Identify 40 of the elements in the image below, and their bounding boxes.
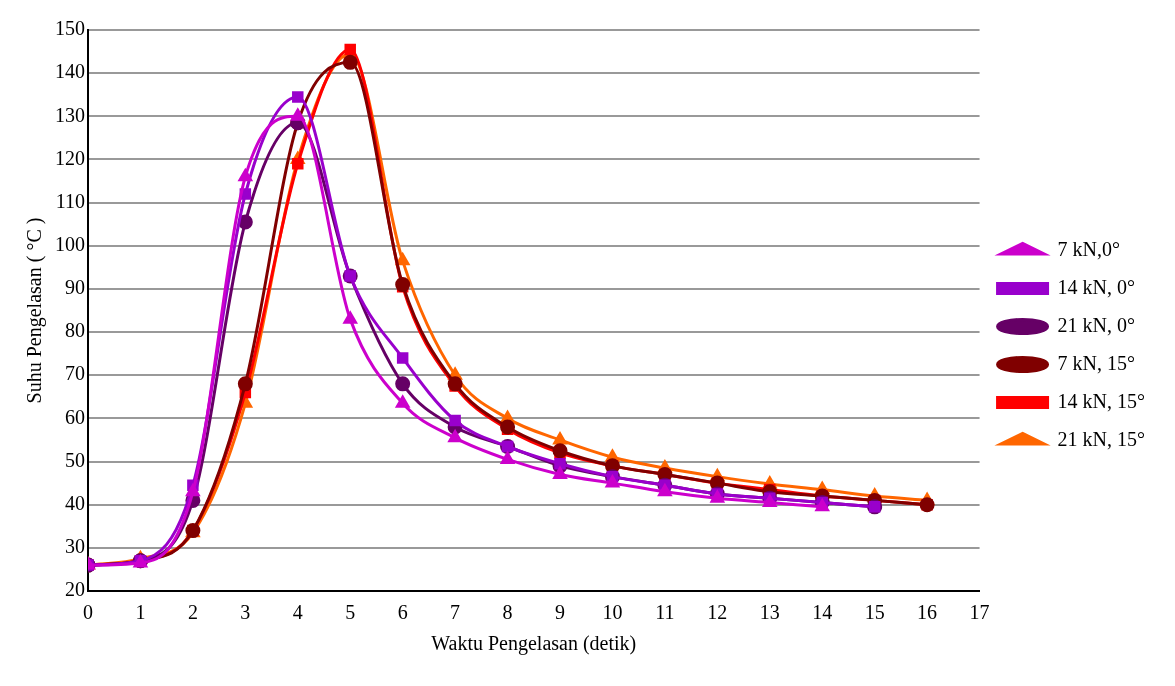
- y-tick-label: 20: [65, 578, 85, 601]
- y-tick-label: 80: [65, 319, 85, 342]
- y-tick-label: 90: [65, 276, 85, 299]
- x-tick-label: 8: [502, 601, 513, 624]
- x-tick-label: 10: [602, 601, 623, 624]
- y-tick-label: 50: [65, 448, 85, 471]
- x-tick-label: 15: [864, 601, 885, 624]
- y-tick-label: 140: [55, 60, 85, 83]
- y-tick-label: 130: [55, 103, 85, 126]
- y-tick-label: 110: [55, 189, 85, 212]
- legend-label: 21 kN, 15°: [1057, 427, 1146, 450]
- y-tick-label: 100: [55, 233, 85, 256]
- x-tick-label: 13: [759, 601, 780, 624]
- x-axis-title: Waktu Pengelasan (detik): [431, 632, 637, 656]
- x-tick-label: 2: [187, 601, 198, 624]
- x-tick-label: 14: [812, 601, 833, 624]
- x-tick-label: 6: [397, 601, 408, 624]
- x-tick-label: 5: [345, 601, 356, 624]
- legend-label: 14 kN, 15°: [1057, 389, 1146, 412]
- y-tick-label: 120: [55, 146, 85, 169]
- x-tick-label: 1: [135, 601, 146, 624]
- legend-label: 21 kN, 0°: [1057, 313, 1136, 336]
- x-tick-label: 0: [83, 601, 93, 624]
- x-tick-label: 3: [240, 601, 251, 624]
- y-axis-title: Suhu Pengelasan ( °C ): [23, 217, 47, 404]
- legend-label: 14 kN, 0°: [1057, 275, 1136, 298]
- y-tick-label: 70: [65, 362, 85, 385]
- legend-label: 7 kN,0°: [1057, 237, 1121, 260]
- y-tick-label: 150: [55, 17, 85, 40]
- x-tick-label: 4: [292, 601, 303, 624]
- y-tick-label: 60: [65, 405, 85, 428]
- y-tick-label: 30: [65, 535, 85, 558]
- x-tick-label: 16: [917, 601, 938, 624]
- x-tick-label: 11: [655, 601, 675, 624]
- y-tick-label: 40: [65, 491, 85, 514]
- x-tick-label: 7: [450, 601, 461, 624]
- x-tick-label: 9: [555, 601, 565, 624]
- x-tick-label: 17: [969, 601, 990, 624]
- legend-label: 7 kN, 15°: [1057, 351, 1136, 374]
- x-tick-label: 12: [707, 601, 728, 624]
